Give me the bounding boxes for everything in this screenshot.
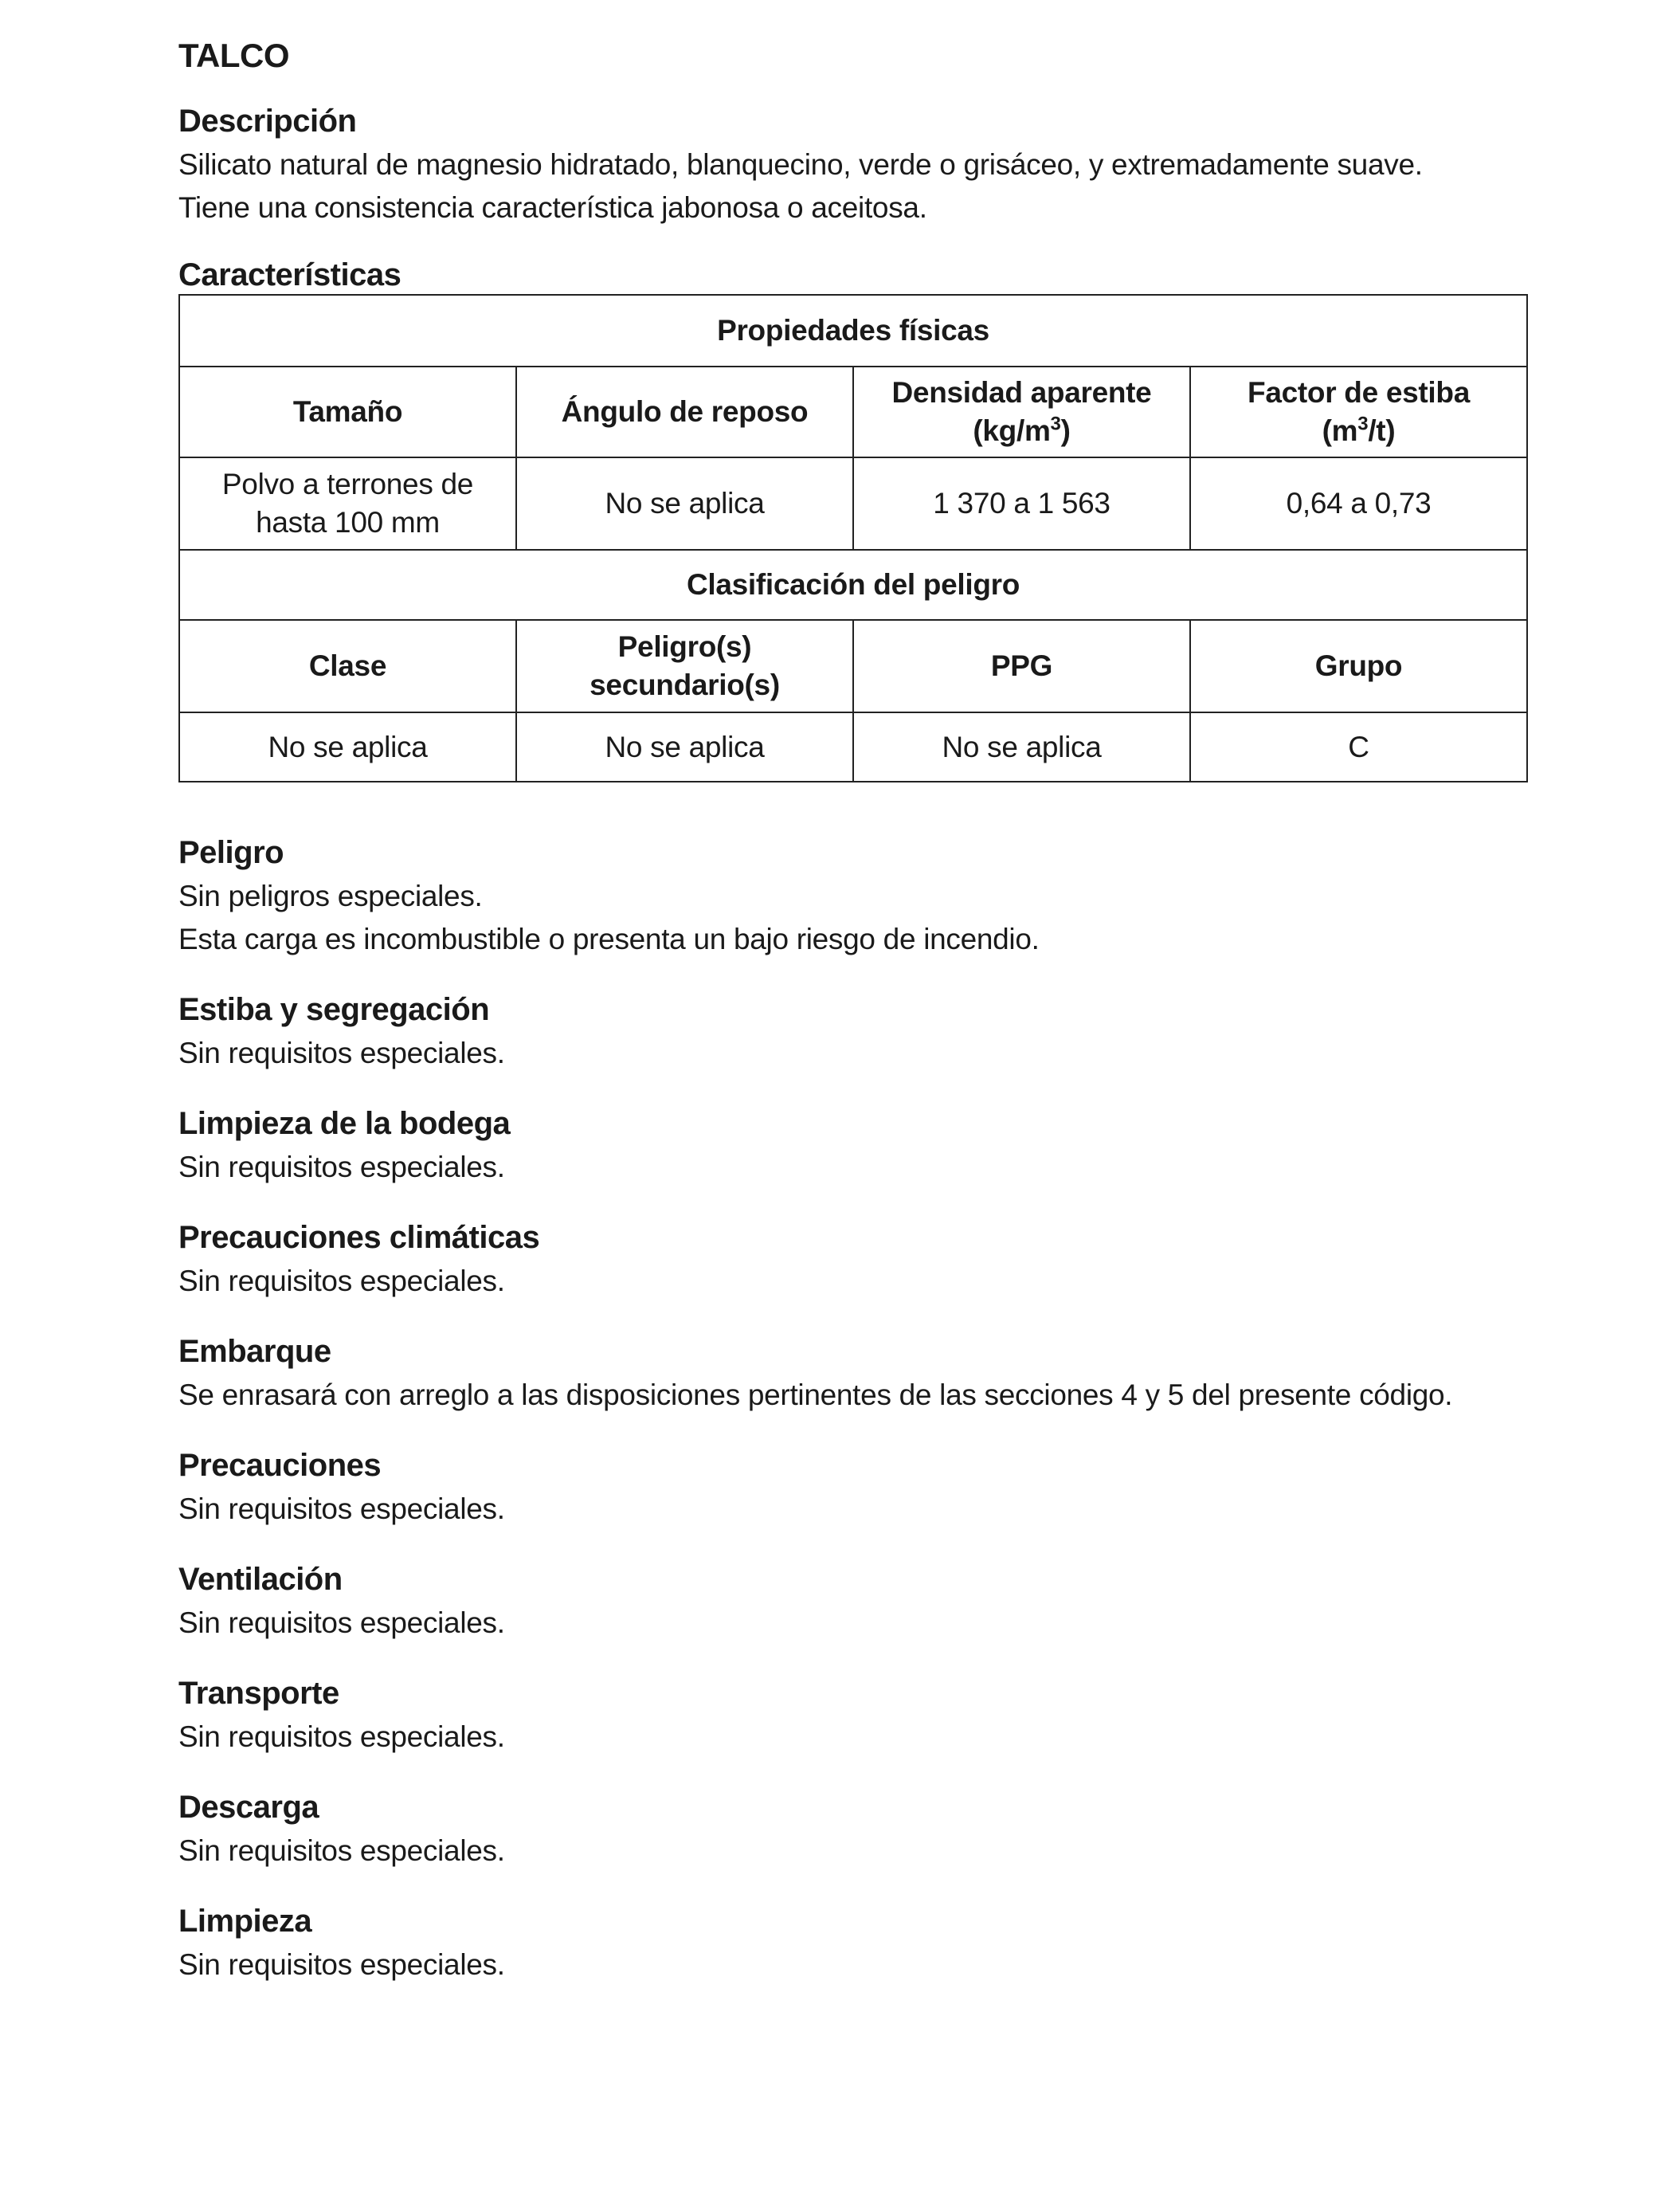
header-size: Tamaño (178, 366, 517, 458)
section-heading: Descarga (178, 1790, 319, 1825)
section-text: Sin requisitos especiales. (178, 1265, 505, 1297)
stowage-unit-sup: 3 (1357, 413, 1369, 435)
section-limpieza: Limpieza Sin requisitos especiales. (178, 1899, 1528, 1986)
section-peligro: Peligro Sin peligros especiales. Esta ca… (178, 830, 1528, 961)
header-stowage: Factor de estiba (m3/t) (1189, 366, 1528, 458)
value-density: 1 370 a 1 563 (852, 457, 1191, 551)
section-heading: Limpieza (178, 1904, 312, 1939)
section-text: Sin requisitos especiales. (178, 1948, 505, 1981)
section-heading: Limpieza de la bodega (178, 1106, 511, 1141)
section-heading: Características (178, 257, 401, 292)
section-text: Sin requisitos especiales. (178, 1037, 505, 1069)
value-ppg: No se aplica (852, 712, 1191, 782)
header-line: secundario(s) (590, 669, 780, 701)
value-size-line: hasta 100 mm (256, 506, 440, 539)
density-unit: (kg/m (973, 414, 1051, 447)
section-precauciones: Precauciones Sin requisitos especiales. (178, 1443, 1528, 1531)
section-heading: Embarque (178, 1334, 331, 1369)
value-size: Polvo a terrones de hasta 100 mm (178, 457, 517, 551)
stowage-unit: (m (1322, 414, 1358, 447)
value-size-line: Polvo a terrones de (221, 468, 474, 500)
section-heading: Descripción (178, 104, 357, 139)
document-title: TALCO (178, 37, 290, 74)
value-group: C (1189, 712, 1528, 782)
density-label: Densidad aparente (891, 376, 1152, 409)
header-angle: Ángulo de reposo (515, 366, 854, 458)
properties-table: Propiedades físicas Tamaño Ángulo de rep… (178, 294, 1528, 782)
value-secondary-hazard: No se aplica (515, 712, 854, 782)
section-caracteristicas: Características Propiedades físicas Tama… (178, 256, 1528, 782)
section-text: Tiene una consistencia característica ja… (178, 191, 927, 224)
section-text: Sin requisitos especiales. (178, 1720, 505, 1753)
value-stowage: 0,64 a 0,73 (1189, 457, 1528, 551)
section-text: Sin peligros especiales. (178, 880, 483, 912)
section-ventilacion: Ventilación Sin requisitos especiales. (178, 1557, 1528, 1645)
section-text: Sin requisitos especiales. (178, 1151, 505, 1183)
section-text: Se enrasará con arreglo a las disposicio… (178, 1379, 1453, 1411)
header-ppg: PPG (852, 619, 1191, 713)
hazard-classification-title: Clasificación del peligro (178, 549, 1528, 621)
section-text: Silicato natural de magnesio hidratado, … (178, 148, 1423, 181)
section-precauciones-climaticas: Precauciones climáticas Sin requisitos e… (178, 1215, 1528, 1303)
document-page: TALCO Descripción Silicato natural de ma… (178, 32, 1528, 2013)
value-angle: No se aplica (515, 457, 854, 551)
section-text: Sin requisitos especiales. (178, 1492, 505, 1525)
density-unit-end: ) (1060, 414, 1071, 447)
section-descarga: Descarga Sin requisitos especiales. (178, 1785, 1528, 1873)
stowage-label: Factor de estiba (1248, 376, 1470, 409)
header-line: Peligro(s) (617, 630, 752, 663)
section-heading: Peligro (178, 835, 284, 870)
section-heading: Precauciones (178, 1448, 382, 1483)
density-unit-sup: 3 (1050, 413, 1061, 435)
section-heading: Transporte (178, 1676, 339, 1711)
section-heading: Ventilación (178, 1562, 343, 1597)
section-heading: Precauciones climáticas (178, 1220, 540, 1255)
physical-properties-title: Propiedades físicas (178, 294, 1528, 367)
section-estiba: Estiba y segregación Sin requisitos espe… (178, 987, 1528, 1075)
section-transporte: Transporte Sin requisitos especiales. (178, 1671, 1528, 1759)
header-group: Grupo (1189, 619, 1528, 713)
section-descripcion: Descripción Silicato natural de magnesio… (178, 99, 1528, 229)
section-heading: Estiba y segregación (178, 992, 490, 1027)
section-text: Sin requisitos especiales. (178, 1834, 505, 1867)
header-density: Densidad aparente (kg/m3) (852, 366, 1191, 458)
value-class: No se aplica (178, 712, 517, 782)
header-secondary-hazard: Peligro(s) secundario(s) (515, 619, 854, 713)
stowage-unit-end: /t) (1368, 414, 1396, 447)
section-limpieza-bodega: Limpieza de la bodega Sin requisitos esp… (178, 1101, 1528, 1189)
section-text: Sin requisitos especiales. (178, 1606, 505, 1639)
section-embarque: Embarque Se enrasará con arreglo a las d… (178, 1329, 1528, 1417)
section-text: Esta carga es incombustible o presenta u… (178, 923, 1040, 955)
header-class: Clase (178, 619, 517, 713)
